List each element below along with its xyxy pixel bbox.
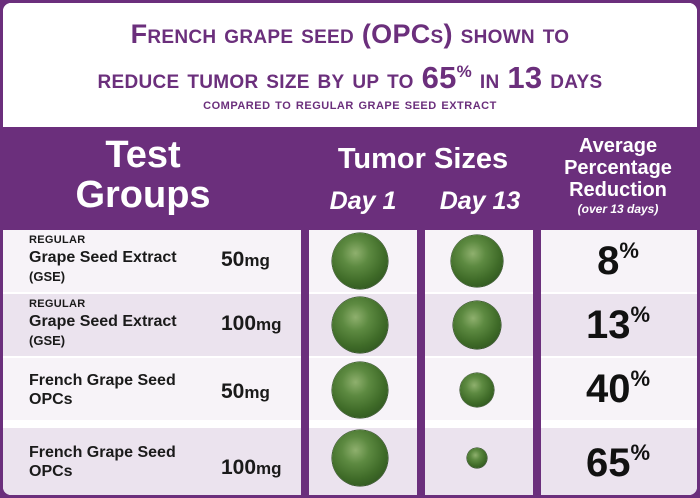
reduction-percent: % <box>619 238 639 263</box>
row-dose: 100mg <box>221 312 282 336</box>
header-percentage: Percentage <box>564 157 672 179</box>
row-group: REGULAR Grape Seed Extract (GSE) <box>29 294 219 356</box>
row-name: French Grape Seed <box>29 372 176 389</box>
row-name: Grape Seed Extract <box>29 313 177 330</box>
dose-value: 100 <box>221 456 257 479</box>
header-average-reduction: Average Percentage Reduction (over 13 da… <box>543 135 693 217</box>
reduction-value: 40 <box>585 367 631 411</box>
row-divider <box>3 426 697 428</box>
row-dose: 100mg <box>221 456 282 480</box>
row-subname: OPCs <box>29 463 73 480</box>
headline-line2: reduce tumor size by up to 65% in 13 day… <box>3 55 697 96</box>
tumor-day1-row4 <box>332 430 388 486</box>
tumor-day13-row1 <box>451 235 503 287</box>
dose-unit: mg <box>256 459 282 478</box>
header-test: Test <box>105 134 181 176</box>
header-test-groups: Test Groups <box>43 135 243 215</box>
row-reduction: 8% <box>548 238 688 284</box>
headline-line1: French grape seed (OPCs) shown to <box>130 19 570 49</box>
header-note: (over 13 days) <box>577 202 659 216</box>
dose-unit: mg <box>244 251 270 270</box>
tumor-day13-row4 <box>467 448 487 468</box>
reduction-value: 65 <box>585 441 631 485</box>
row-divider <box>3 292 697 294</box>
dose-value: 50 <box>221 248 245 271</box>
row-subname: OPCs <box>29 391 73 408</box>
header-day13: Day 13 <box>439 187 521 215</box>
headline: French grape seed (OPCs) shown to reduce… <box>3 3 697 127</box>
header-tumor-sizes: Tumor Sizes <box>337 143 509 175</box>
header-day1: Day 1 <box>329 187 397 215</box>
row-group: French Grape Seed OPCs <box>29 358 219 420</box>
row-name: Grape Seed Extract <box>29 249 177 266</box>
reduction-value: 13 <box>585 303 631 347</box>
row-group: REGULAR Grape Seed Extract (GSE) <box>29 230 219 292</box>
headline-65-percent: % <box>456 62 473 81</box>
headline-in: in <box>479 64 500 94</box>
tumor-day13-row3 <box>460 373 494 407</box>
headline-13: 13 <box>507 60 543 95</box>
row-reduction: 65% <box>548 440 688 486</box>
reduction-percent: % <box>630 366 651 391</box>
column-divider <box>533 230 541 495</box>
headline-subtitle: compared to regular grape seed extract <box>203 96 497 113</box>
infographic-frame: French grape seed (OPCs) shown to reduce… <box>3 3 697 495</box>
tumor-day1-row3 <box>332 362 388 418</box>
dose-unit: mg <box>244 383 270 402</box>
dose-value: 50 <box>221 380 245 403</box>
headline-line2-text: reduce tumor size by up to <box>97 64 414 94</box>
row-dose: 50mg <box>221 380 270 404</box>
tumor-day1-row1 <box>332 233 388 289</box>
header-groups: Groups <box>75 174 211 216</box>
reduction-value: 8 <box>597 239 620 283</box>
row-reduction: 13% <box>548 302 688 348</box>
row-group: French Grape Seed OPCs <box>29 428 219 490</box>
row-name: French Grape Seed <box>29 444 176 461</box>
header-average: Average <box>578 135 658 157</box>
dose-value: 100 <box>221 312 257 335</box>
header-reduction: Reduction <box>569 179 667 201</box>
row-subname: (GSE) <box>29 333 66 348</box>
column-divider <box>417 230 425 495</box>
reduction-percent: % <box>630 440 651 465</box>
tumor-day1-row2 <box>332 297 388 353</box>
row-divider <box>3 356 697 358</box>
reduction-percent: % <box>630 302 651 327</box>
row-dose: 50mg <box>221 248 270 272</box>
tumor-day13-row2 <box>452 300 502 350</box>
row-prefix: REGULAR <box>29 298 86 310</box>
headline-days: days <box>550 64 603 94</box>
column-divider <box>301 230 309 495</box>
table-header: Test Groups Tumor Sizes Day 1 Day 13 Ave… <box>3 127 697 230</box>
row-subname: (GSE) <box>29 269 66 284</box>
row-prefix: REGULAR <box>29 234 86 246</box>
row-reduction: 40% <box>548 366 688 412</box>
dose-unit: mg <box>256 315 282 334</box>
headline-65: 65 <box>421 60 457 95</box>
